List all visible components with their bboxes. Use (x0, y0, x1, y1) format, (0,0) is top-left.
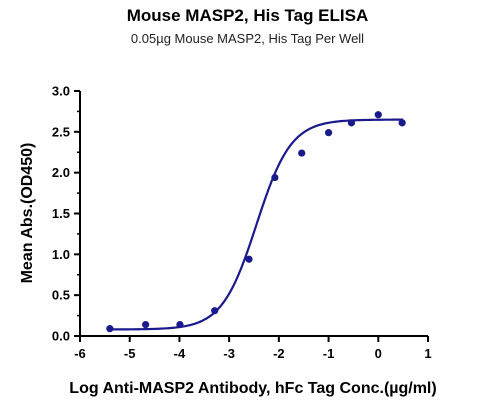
data-point (211, 307, 219, 315)
x-tick-label: -2 (273, 346, 285, 361)
x-tick-label: 0 (375, 346, 382, 361)
data-point (176, 320, 184, 329)
y-tick-label: 0.5 (52, 288, 70, 303)
y-tick-label: 2.5 (52, 124, 70, 139)
data-point (398, 119, 406, 127)
x-axis-label: Log Anti-MASP2 Antibody, hFc Tag Conc.(µ… (69, 380, 436, 397)
x-tick-label: 1 (424, 346, 431, 361)
x-tick-label: -6 (74, 346, 86, 361)
data-point (106, 325, 114, 333)
data-point (374, 111, 382, 119)
y-tick-label: 1.5 (52, 206, 70, 221)
chart-subtitle: 0.05µg Mouse MASP2, His Tag Per Well (130, 31, 365, 46)
data-point (245, 255, 253, 263)
data-point (347, 119, 356, 127)
x-tick-label: -5 (124, 346, 136, 361)
data-point (324, 129, 333, 137)
y-tick-label: 0.0 (52, 329, 70, 344)
x-tick-label: -3 (223, 346, 235, 361)
axes: 0.0 0.5 1.0 1.5 2.0 2.5 3.0 -6 -5 -4 -3 -2 -1 0 1 (52, 84, 432, 362)
fit-curve (107, 118, 404, 331)
y-tick-label: 1.0 (52, 247, 70, 262)
data-point (271, 173, 279, 182)
data-point (298, 149, 306, 157)
chart-title: Mouse MASP2, His Tag ELISA (126, 6, 369, 25)
fit-curve-group (107, 118, 404, 331)
data-points (106, 111, 406, 333)
y-axis-label: Mean Abs.(OD450) (19, 143, 36, 284)
data-point (142, 320, 150, 329)
x-tick-label: -4 (174, 346, 186, 361)
x-tick-label: -1 (323, 346, 335, 361)
y-tick-label: 2.0 (52, 165, 70, 180)
y-tick-label: 3.0 (52, 84, 70, 99)
